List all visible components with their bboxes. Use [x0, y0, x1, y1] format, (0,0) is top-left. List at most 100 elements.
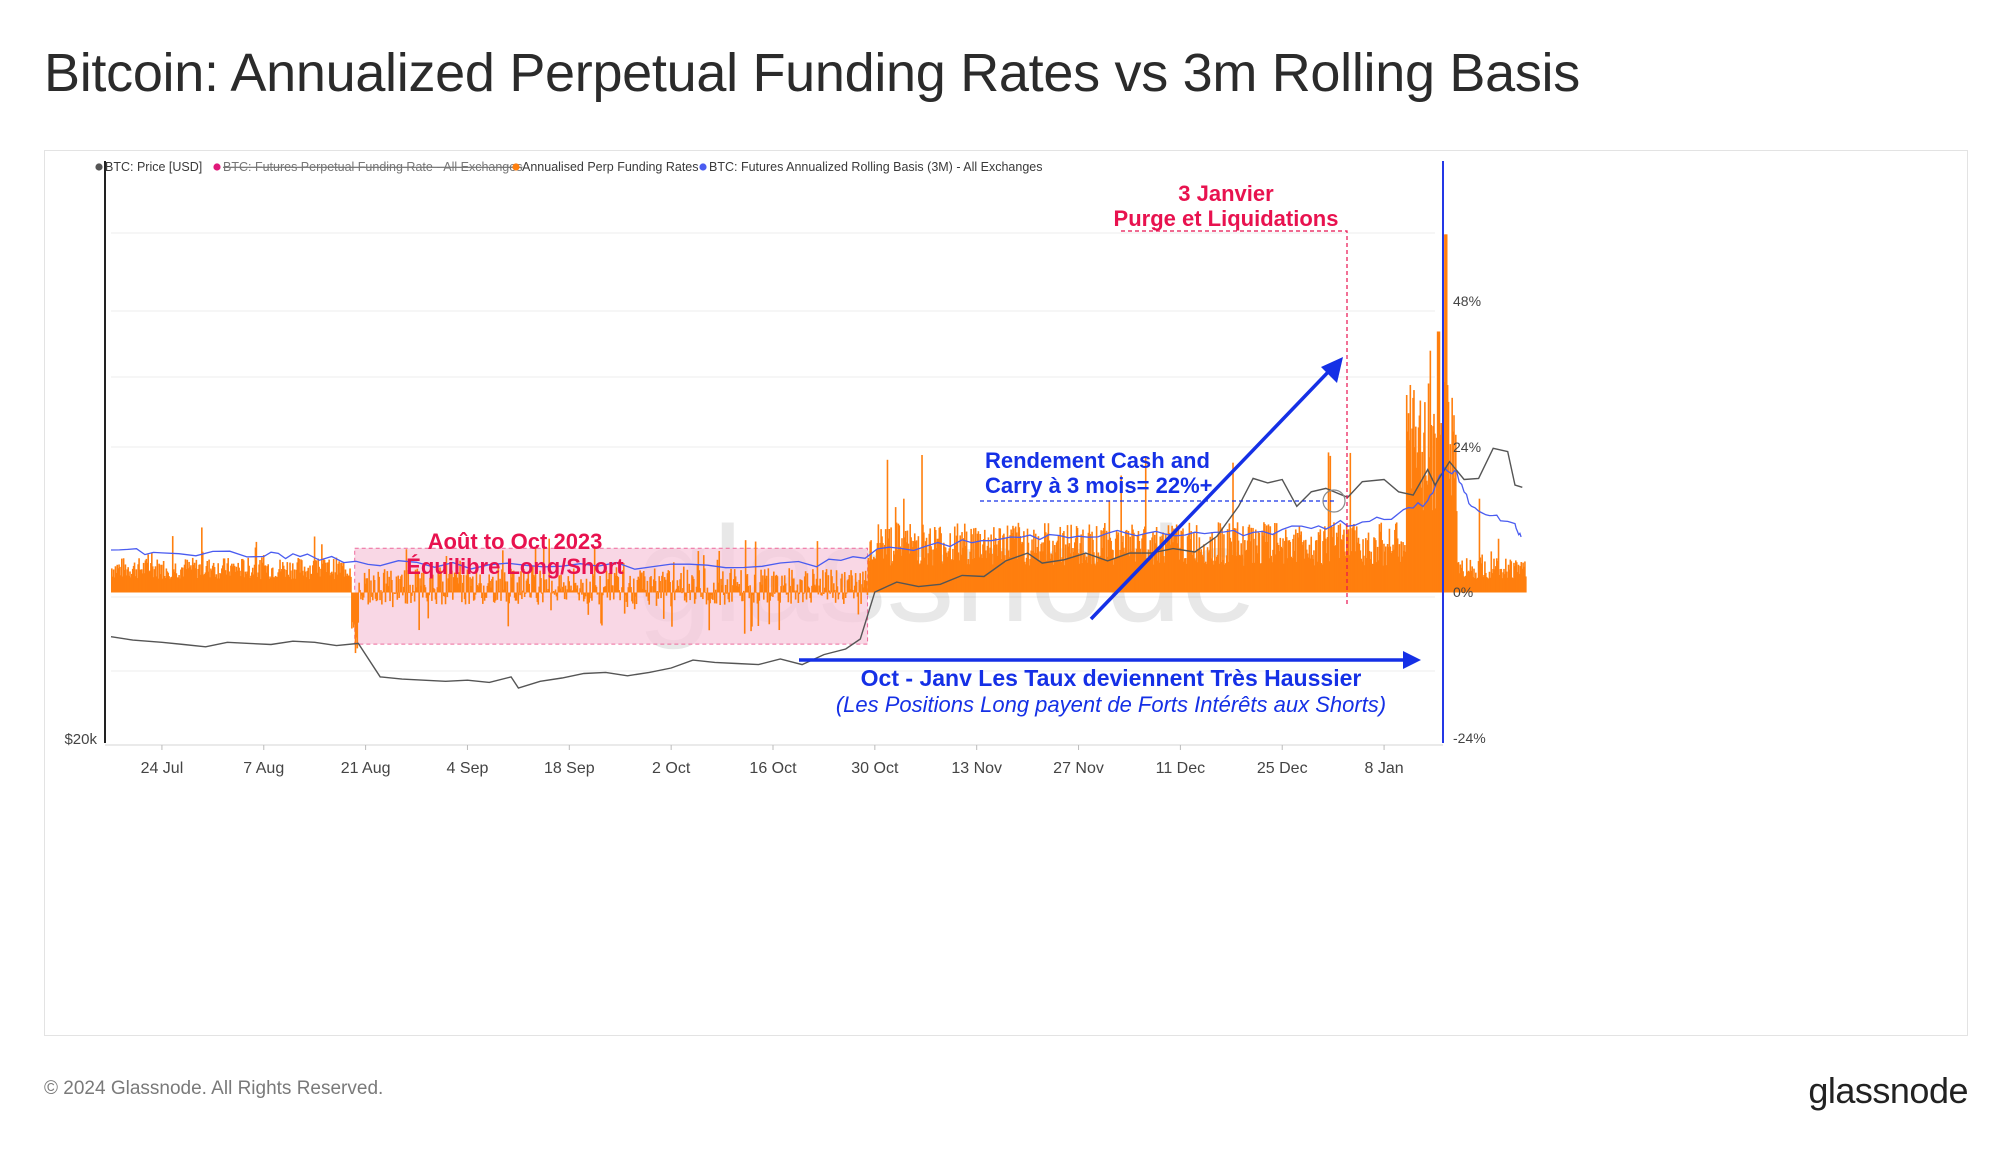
perp-bar	[975, 542, 978, 593]
perp-bar	[485, 592, 488, 598]
perp-bar	[1424, 475, 1427, 593]
perp-bar	[1009, 535, 1012, 593]
perp-bar	[543, 579, 546, 593]
perp-bar	[1139, 548, 1142, 593]
perp-bar	[802, 592, 804, 603]
perp-bar	[1076, 527, 1079, 593]
annot-horizontal-arrow-head	[1403, 651, 1421, 669]
perp-bar	[311, 573, 313, 593]
perp-bar	[932, 565, 934, 593]
perp-bar	[642, 570, 645, 593]
perp-bar	[512, 570, 515, 593]
perp-bar	[224, 570, 227, 593]
perp-bar	[1475, 572, 1477, 593]
perp-bar	[1338, 557, 1341, 593]
perp-bar	[726, 579, 729, 593]
perp-bar	[974, 527, 977, 593]
perp-bar	[1493, 558, 1495, 593]
perp-bar	[847, 579, 850, 593]
perp-bar	[837, 592, 840, 600]
perp-bar	[351, 592, 353, 629]
perp-bar	[957, 552, 960, 593]
perp-bar	[281, 562, 284, 593]
perp-bar	[438, 575, 440, 593]
perp-bar	[857, 592, 860, 615]
perp-bar	[1225, 555, 1228, 593]
perp-bar	[653, 568, 656, 593]
perp-bar	[1223, 534, 1225, 593]
perp-bar	[886, 459, 889, 593]
perp-bar	[1496, 561, 1499, 593]
perp-bar	[1271, 562, 1273, 593]
perp-bar	[1314, 565, 1316, 593]
perp-bar	[675, 588, 678, 593]
perp-bar	[290, 570, 292, 593]
perp-bar	[1414, 447, 1416, 593]
legend-marker	[699, 163, 707, 171]
perp-bar	[946, 556, 949, 593]
perp-bar	[326, 562, 329, 593]
perp-bar	[1199, 551, 1202, 593]
perp-bar	[914, 541, 917, 593]
perp-bar	[739, 592, 741, 596]
perp-bar	[303, 566, 306, 593]
perp-bar	[552, 591, 555, 593]
perp-bar	[863, 587, 865, 593]
perp-bar	[1518, 573, 1521, 593]
perp-bar	[1189, 539, 1192, 593]
perp-bar	[519, 592, 521, 596]
perp-bar	[339, 572, 341, 593]
perp-bar	[812, 569, 814, 593]
perp-bar	[873, 556, 875, 593]
perp-bar	[1214, 538, 1216, 593]
perp-bar	[139, 569, 141, 593]
perp-bar	[1241, 554, 1243, 593]
perp-bar	[1288, 540, 1291, 593]
perp-bar	[234, 571, 237, 593]
perp-bar	[1485, 576, 1488, 593]
perp-bar	[863, 580, 866, 593]
perp-bar	[221, 565, 224, 593]
perp-bar	[856, 592, 859, 597]
perp-bar	[1036, 546, 1039, 593]
perp-bar	[233, 565, 236, 593]
perp-bar	[208, 559, 210, 593]
perp-bar	[325, 572, 328, 593]
perp-bar	[1462, 571, 1464, 593]
perp-bar	[1071, 557, 1073, 593]
perp-bar	[1049, 558, 1052, 593]
perp-bar	[641, 572, 643, 593]
perp-bar	[271, 567, 274, 593]
perp-bar	[1473, 568, 1475, 593]
perp-bar	[619, 592, 621, 601]
perp-bar	[1137, 530, 1140, 593]
perp-bar	[333, 579, 336, 593]
perp-bar	[944, 547, 947, 593]
perp-bar	[1201, 554, 1203, 593]
perp-bar	[1334, 545, 1337, 593]
perp-bar	[1187, 534, 1190, 593]
perp-bar	[1435, 437, 1438, 593]
perp-bar	[1377, 560, 1380, 593]
perp-bar	[1099, 555, 1102, 593]
perp-bar	[913, 533, 916, 593]
x-tick-label: 24 Jul	[141, 760, 184, 777]
perp-bar	[1176, 543, 1179, 593]
perp-bar	[487, 583, 490, 593]
perp-bar	[852, 589, 854, 593]
perp-bar	[929, 528, 932, 593]
perp-bar	[1455, 511, 1458, 593]
perp-bar	[1126, 553, 1129, 593]
perp-bar	[492, 576, 494, 593]
perp-bar	[512, 570, 514, 593]
perp-bar	[184, 559, 187, 593]
perp-bar	[905, 542, 908, 593]
perp-bar	[364, 583, 367, 593]
perp-bar	[361, 592, 363, 596]
perp-bar	[1404, 551, 1407, 593]
perp-bar	[401, 574, 403, 593]
perp-bar	[1280, 546, 1283, 593]
perp-bar	[202, 575, 205, 593]
perp-funding-bars	[111, 234, 1527, 654]
perp-bar	[295, 569, 298, 593]
